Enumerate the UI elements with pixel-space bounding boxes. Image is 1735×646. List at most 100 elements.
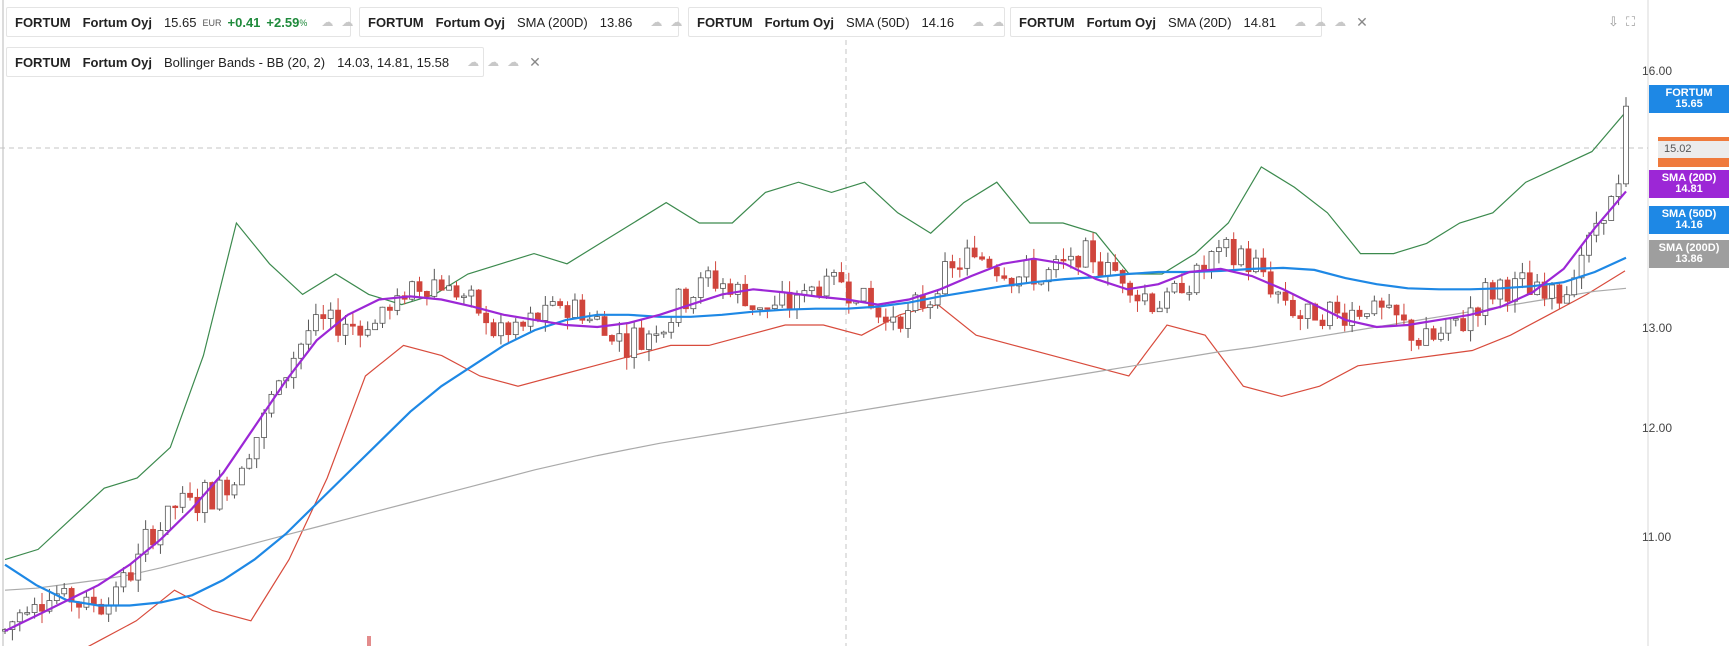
settings-icon[interactable]: ☁ — [972, 15, 985, 29]
candle-body — [1364, 313, 1370, 317]
candle-body — [394, 295, 401, 311]
candle-body — [646, 333, 652, 350]
candle-body — [1053, 259, 1059, 271]
candle-body — [875, 307, 882, 318]
bb-upper-path — [4, 112, 1626, 561]
candle-body — [1082, 240, 1089, 268]
legend-sma-20[interactable]: FORTUM Fortum Oyj SMA (20D) 14.81 ☁ ☁ ☁ … — [1010, 7, 1368, 37]
sma-50-label-value: 14.16 — [1675, 219, 1703, 231]
delete-icon[interactable]: ☁ — [507, 55, 520, 69]
candle-body — [349, 323, 356, 327]
sma-50-label-name: SMA (50D) — [1661, 208, 1717, 220]
candle-body — [1067, 255, 1074, 261]
candle-body — [238, 467, 245, 486]
candle-body — [431, 279, 438, 297]
candle-body — [882, 316, 889, 323]
legend-symbol: FORTUM — [1019, 14, 1075, 30]
candle-body — [305, 330, 312, 345]
visibility-icon[interactable]: ☁ — [487, 55, 500, 69]
settings-icon[interactable]: ☁ — [1294, 15, 1307, 29]
candle-body — [1393, 304, 1400, 316]
candle-body — [1297, 315, 1304, 319]
legend-price[interactable]: FORTUM Fortum Oyj 15.65 EUR +0.41 +2.59 … — [6, 7, 395, 37]
candle-body — [468, 289, 475, 297]
candle-body — [372, 322, 378, 331]
candle-body — [520, 321, 527, 327]
candle-body — [557, 301, 564, 306]
legend-bollinger-bands[interactable]: FORTUM Fortum Oyj Bollinger Bands - BB (… — [6, 47, 541, 77]
candle-body — [1119, 270, 1126, 284]
visibility-icon[interactable]: ☁ — [670, 15, 683, 29]
candle-body — [971, 247, 978, 258]
candle-body — [1482, 282, 1489, 316]
candle-body — [594, 316, 601, 320]
legend-currency: EUR — [202, 18, 222, 28]
candle-body — [1563, 294, 1570, 304]
candle-body — [1223, 238, 1230, 249]
candle-body — [461, 295, 467, 298]
fullscreen-icon[interactable]: ⛶ — [1626, 14, 1636, 29]
close-icon[interactable]: ✕ — [1356, 13, 1368, 30]
candle-body — [779, 291, 786, 306]
sma-50-price-label: SMA (50D) 14.16 — [1649, 206, 1729, 234]
candle-body — [453, 285, 460, 298]
candle-body — [1504, 279, 1511, 302]
candle-body — [712, 270, 719, 289]
settings-icon[interactable]: ☁ — [650, 15, 663, 29]
candle-body — [1016, 276, 1022, 287]
candle-body — [1415, 339, 1422, 346]
visibility-icon[interactable]: ☁ — [341, 15, 354, 29]
candle-body — [986, 258, 993, 268]
delete-icon[interactable]: ☁ — [1334, 15, 1347, 29]
candle-body — [949, 261, 956, 269]
candle-body — [386, 306, 393, 311]
candle-body — [1526, 272, 1533, 296]
candle-body — [1275, 291, 1282, 295]
close-icon[interactable]: ✕ — [529, 53, 541, 70]
candle-body — [1578, 254, 1585, 279]
visibility-icon[interactable]: ☁ — [992, 15, 1005, 29]
candle-body — [475, 289, 482, 314]
candle-body — [564, 305, 571, 318]
candle-body — [1378, 300, 1385, 308]
candle-body — [357, 325, 364, 336]
legend-sma-200[interactable]: FORTUM Fortum Oyj SMA (200D) 13.86 ☁ ☁ ☁… — [359, 7, 724, 37]
candle-body — [135, 553, 142, 581]
candle-body — [31, 604, 38, 613]
candle-body — [120, 572, 127, 588]
candle-body — [1371, 300, 1378, 315]
candle-body — [246, 458, 253, 469]
y-tick-11: 11.00 — [1642, 530, 1672, 544]
candle-body — [1238, 248, 1245, 266]
candle-body — [1386, 304, 1393, 308]
y-tick-16: 16.00 — [1642, 64, 1673, 78]
candle-body — [1164, 291, 1170, 309]
download-icon[interactable]: ⇩ — [1608, 14, 1619, 29]
candle-body — [794, 294, 800, 310]
candle-body — [1460, 318, 1467, 332]
candle-body — [705, 270, 712, 279]
legend-indicator: SMA (20D) — [1167, 14, 1232, 30]
candle-body — [823, 275, 830, 297]
candle-body — [1090, 240, 1096, 263]
volume-bar — [367, 636, 371, 646]
candle-body — [446, 285, 453, 291]
candlestick-series — [2, 97, 1629, 641]
candle-body — [1208, 251, 1215, 271]
y-tick-12: 12.00 — [1642, 421, 1673, 435]
legend-value: 14.81 — [1243, 14, 1277, 30]
candle-body — [39, 604, 45, 612]
settings-icon[interactable]: ☁ — [321, 15, 334, 29]
candle-body — [1149, 293, 1156, 313]
legend-indicator: SMA (50D) — [845, 14, 910, 30]
sma-200-path — [4, 287, 1627, 591]
candle-body — [1304, 303, 1311, 319]
candle-body — [956, 267, 963, 270]
legend-sma-50[interactable]: FORTUM Fortum Oyj SMA (50D) 14.16 ☁ ☁ ☁ … — [688, 7, 1046, 37]
visibility-icon[interactable]: ☁ — [1314, 15, 1327, 29]
candle-body — [838, 272, 845, 283]
candle-body — [24, 612, 31, 615]
candle-body — [1134, 294, 1141, 302]
settings-icon[interactable]: ☁ — [467, 55, 480, 69]
